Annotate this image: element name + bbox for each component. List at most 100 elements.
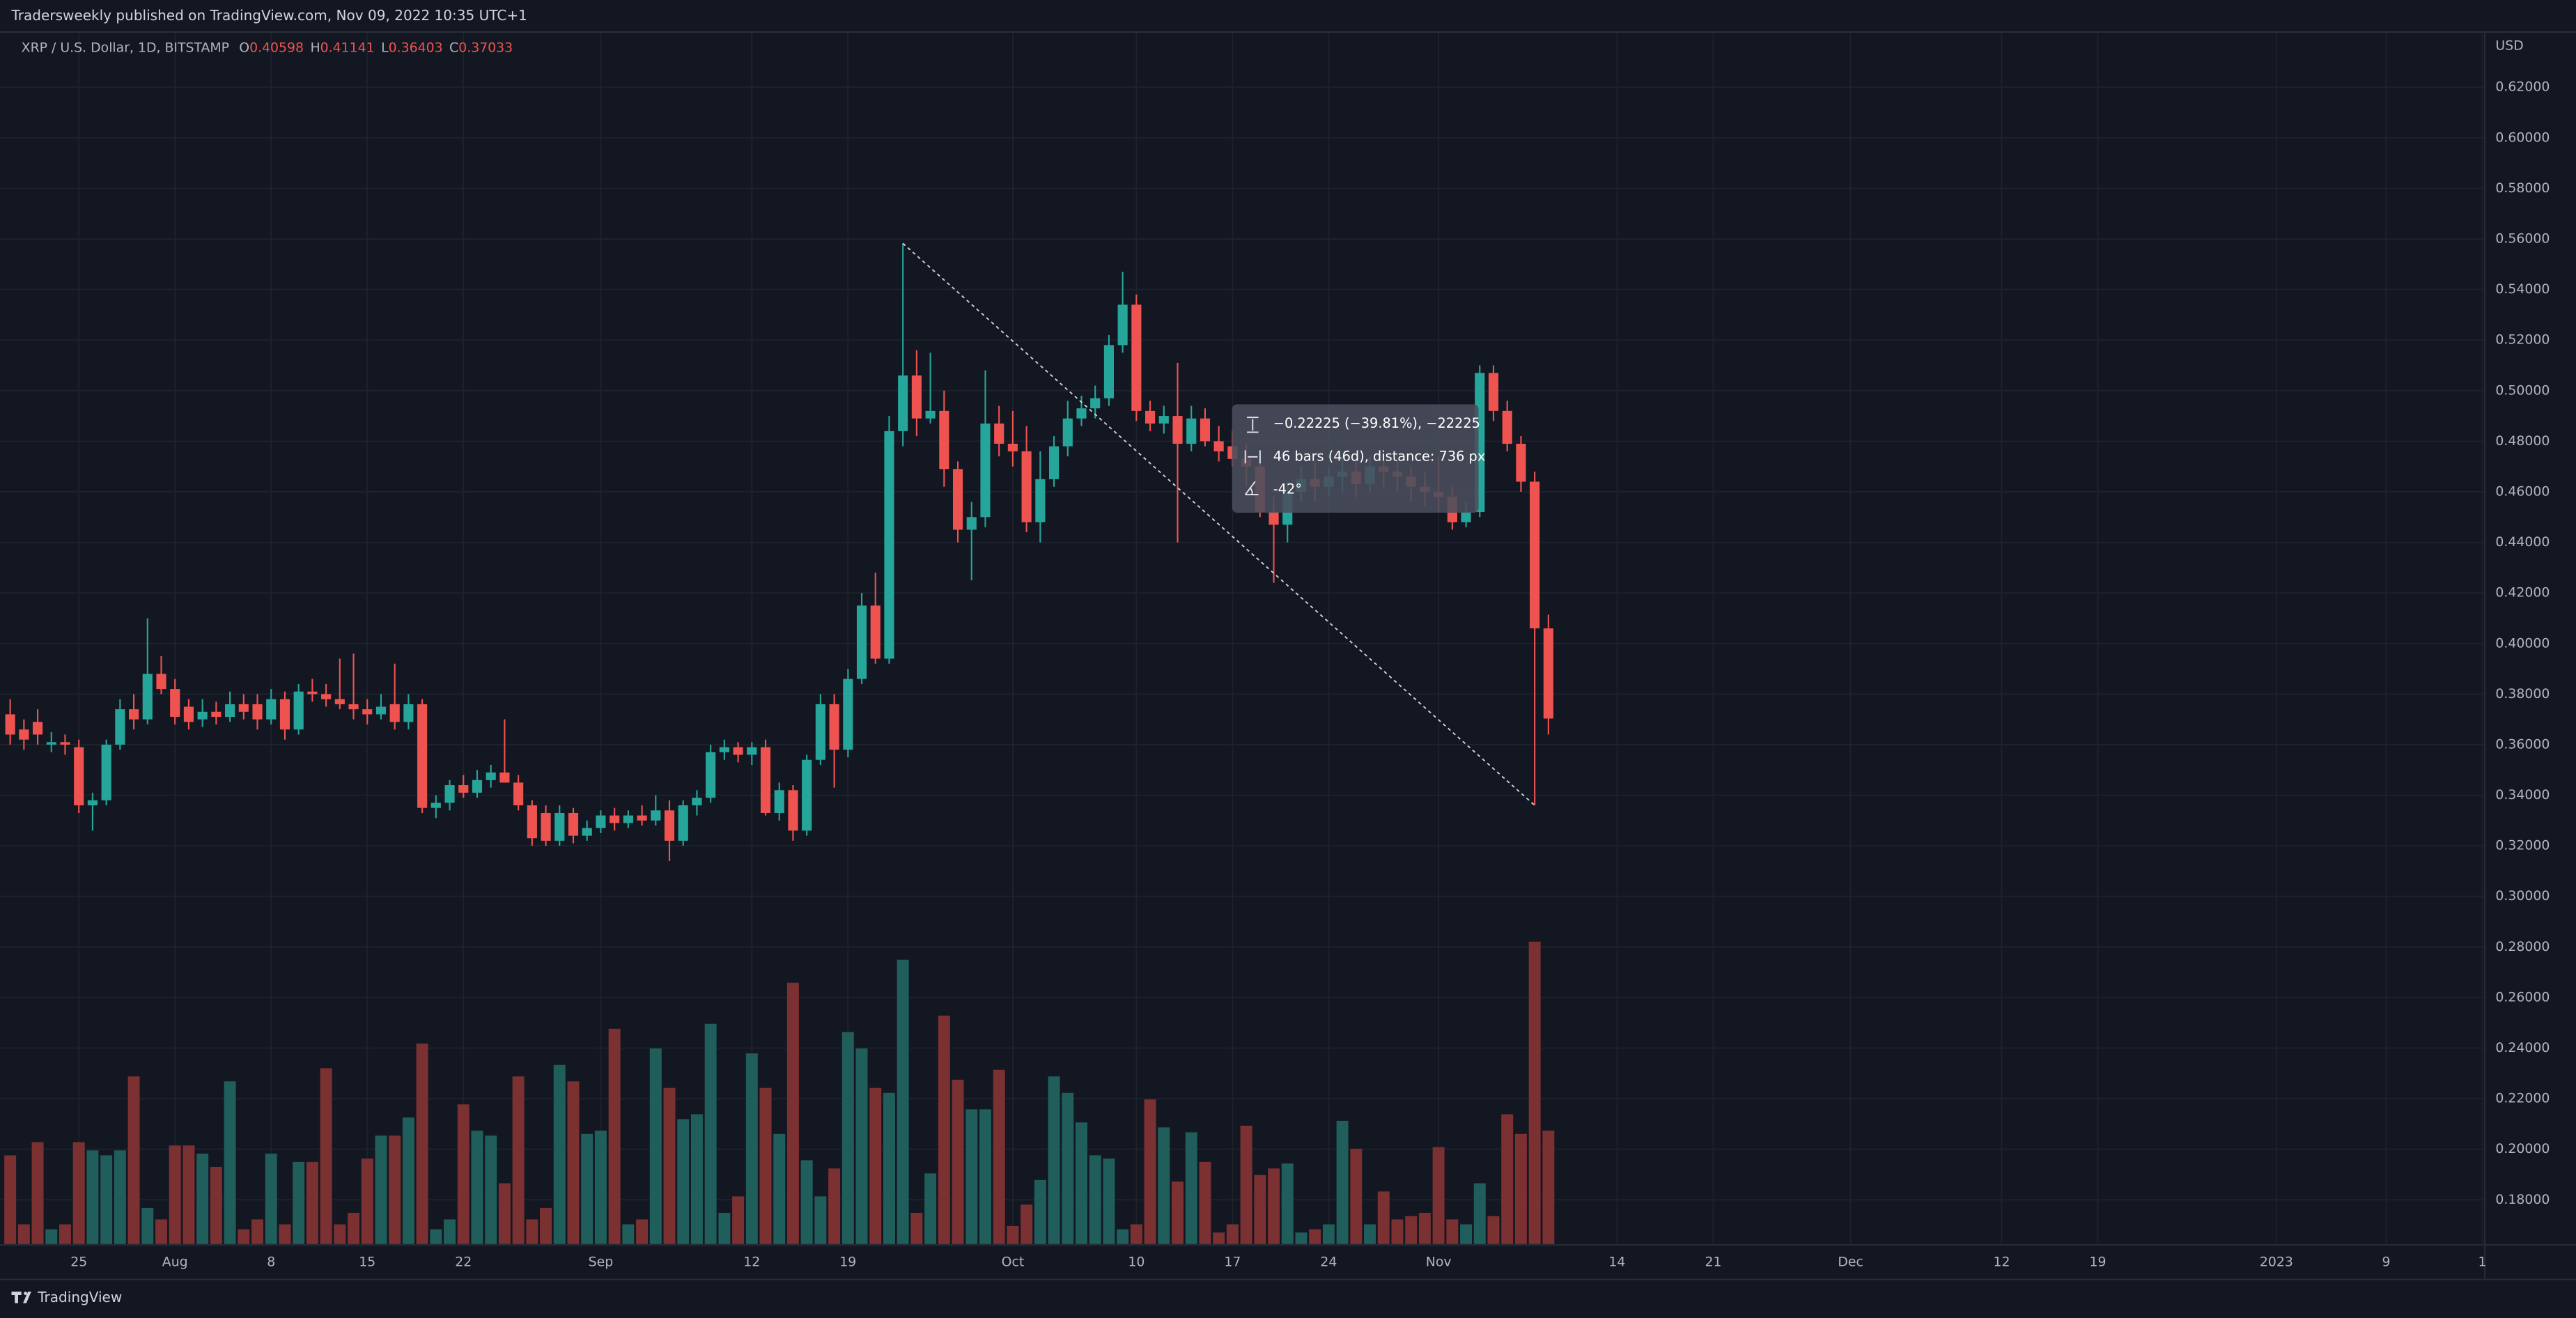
ohlc-label: O [239, 40, 249, 55]
candle-body [1103, 345, 1115, 398]
candle-body [362, 709, 373, 715]
tooltip-icons [1244, 417, 1261, 496]
volume-bar [86, 1150, 99, 1244]
volume-bar [910, 1213, 923, 1244]
candle-body [389, 704, 400, 722]
candle-body [651, 810, 661, 821]
candle-body [1530, 481, 1540, 628]
volume-bar [567, 1081, 580, 1244]
x-tick-label: 14 [1608, 1254, 1625, 1269]
volume-bar [1117, 1229, 1129, 1244]
candle-body [623, 815, 633, 823]
volume-bar [1103, 1158, 1115, 1244]
ohlc-value: 0.40598 [249, 40, 304, 55]
y-tick-label: 0.36000 [2495, 736, 2550, 752]
volume-bar [183, 1145, 195, 1244]
y-tick-label: 0.28000 [2495, 939, 2550, 954]
brand-logo [11, 1292, 31, 1303]
volume-bar [869, 1087, 882, 1244]
volume-bar [72, 1142, 85, 1244]
volume-bar [127, 1076, 140, 1244]
volume-bar [1391, 1219, 1404, 1244]
volume-bar [594, 1131, 607, 1244]
volume-bar [732, 1196, 745, 1244]
candle-body [596, 815, 606, 828]
volume-bar [348, 1213, 360, 1244]
volume-bar [1418, 1213, 1431, 1244]
candle-body [1007, 444, 1018, 451]
volume-bar [279, 1224, 291, 1244]
volume-bar [773, 1133, 786, 1244]
volume-bar [141, 1207, 154, 1244]
volume-bar [636, 1219, 649, 1244]
x-tick-label: 21 [1705, 1254, 1721, 1269]
x-tick-label: 19 [2090, 1254, 2106, 1269]
candle-body [582, 828, 592, 836]
volume-bar [1034, 1179, 1046, 1244]
candle-body [115, 709, 125, 745]
volume-bar [979, 1109, 991, 1244]
candle-body [733, 747, 743, 755]
candle-body [458, 785, 469, 793]
candle-body [911, 375, 922, 419]
y-tick-label: 0.48000 [2495, 433, 2550, 449]
candle-body [403, 704, 414, 722]
volume-bar [114, 1150, 126, 1244]
volume-bar [416, 1044, 428, 1244]
candle-body [884, 431, 894, 659]
candle-body [527, 805, 537, 839]
candle-body [1268, 512, 1279, 525]
volume-bar [1514, 1133, 1527, 1244]
candle-body [760, 747, 771, 813]
volume-bar [4, 1155, 17, 1244]
tooltip-angle: -42° [1273, 481, 1302, 497]
volume-bar [251, 1219, 264, 1244]
candle-body [499, 772, 510, 783]
volume-bar [677, 1119, 690, 1244]
volume-bar [1542, 1131, 1555, 1244]
candle-body [747, 747, 757, 755]
currency-label: USD [2495, 38, 2523, 54]
candle-body [1090, 398, 1101, 409]
volume-bar [1281, 1163, 1294, 1244]
candle-body [925, 410, 936, 419]
candle-body [952, 469, 963, 530]
volume-bar [1268, 1168, 1280, 1244]
candle-body [774, 790, 784, 813]
candle-body [128, 709, 139, 720]
volume-bar [320, 1068, 332, 1244]
ohlc-value: 0.36403 [389, 40, 443, 55]
volume-bar [800, 1160, 813, 1244]
candle-body [19, 729, 29, 740]
candle-body [444, 785, 455, 803]
candle-body [1200, 418, 1211, 442]
candle-body [1213, 441, 1224, 451]
drawing-layer [902, 242, 1535, 806]
x-tick-label: Nov [1426, 1254, 1452, 1269]
volume-bar [952, 1079, 964, 1244]
candle-body [183, 706, 194, 722]
y-tick-label: 0.54000 [2495, 281, 2550, 297]
volume-bar [814, 1196, 827, 1244]
candle-body [430, 803, 441, 808]
volume-layer [4, 941, 1555, 1244]
y-tick-label: 0.44000 [2495, 534, 2550, 550]
candle-body [279, 699, 290, 730]
volume-bar [361, 1158, 373, 1244]
candle-body [1048, 446, 1060, 479]
volume-bar [1446, 1219, 1459, 1244]
candle-body [1117, 304, 1128, 346]
candle-body [74, 747, 84, 806]
volume-bar [1432, 1147, 1445, 1244]
x-tick-label: 12 [1993, 1254, 2010, 1269]
candle-body [1076, 408, 1087, 419]
tooltip-box [1232, 404, 1479, 513]
candle-body [980, 423, 991, 518]
candle-body [348, 704, 359, 710]
ohlc-value: 0.41141 [320, 40, 375, 55]
volume-bar [622, 1224, 635, 1244]
brand-name: TradingView [37, 1289, 122, 1305]
candle-body [60, 742, 70, 745]
volume-bar [1130, 1224, 1142, 1244]
